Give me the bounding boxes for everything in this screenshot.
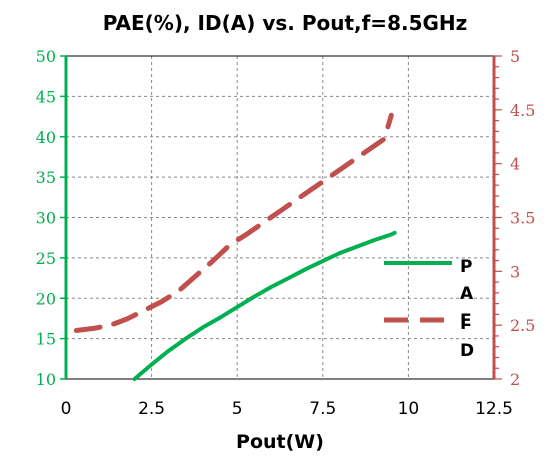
data-series	[73, 112, 397, 381]
x-axis-label: Pout(W)	[236, 431, 324, 453]
y-left-tick-label: 40	[36, 128, 56, 147]
series-line-id	[73, 112, 394, 333]
x-tick-label: 10	[398, 399, 420, 419]
y-left-tick-label: 45	[36, 87, 56, 106]
y-left-tick-label: 30	[36, 209, 56, 228]
y-right-tick-label: 4	[510, 155, 520, 174]
x-tick-label: 0	[61, 399, 72, 419]
y-right-tick-label: 2.5	[510, 316, 535, 335]
grid	[66, 56, 494, 379]
y-right-tick-label: 4.5	[510, 101, 535, 120]
x-tick-label: 12.5	[475, 399, 513, 419]
series-line-pae	[132, 230, 397, 381]
y-left-tick-label: 10	[36, 370, 56, 389]
axis-ticks: 0 2.5 5 7.5 10 12.510152025303540455022.533.5…	[36, 47, 536, 419]
y-right-tick-label: 5	[510, 47, 520, 66]
legend: P A EI D	[384, 257, 474, 361]
y-right-tick-label: 2	[510, 370, 520, 389]
y-left-tick-label: 20	[36, 289, 56, 308]
x-tick-label: 2.5	[138, 399, 165, 419]
y-left-tick-label: 35	[36, 168, 56, 187]
plot-frame	[65, 55, 495, 380]
chart-title: PAE(%), ID(A) vs. Pout,f=8.5GHz	[103, 11, 468, 35]
y-right-tick-label: 3	[510, 262, 520, 281]
y-left-tick-label: 15	[36, 330, 56, 349]
y-left-tick-label: 50	[36, 47, 56, 66]
x-tick-label: 5	[232, 399, 243, 419]
y-right-tick-label: 3.5	[510, 209, 535, 228]
x-tick-label: 7.5	[309, 399, 336, 419]
y-left-tick-label: 25	[36, 249, 56, 268]
